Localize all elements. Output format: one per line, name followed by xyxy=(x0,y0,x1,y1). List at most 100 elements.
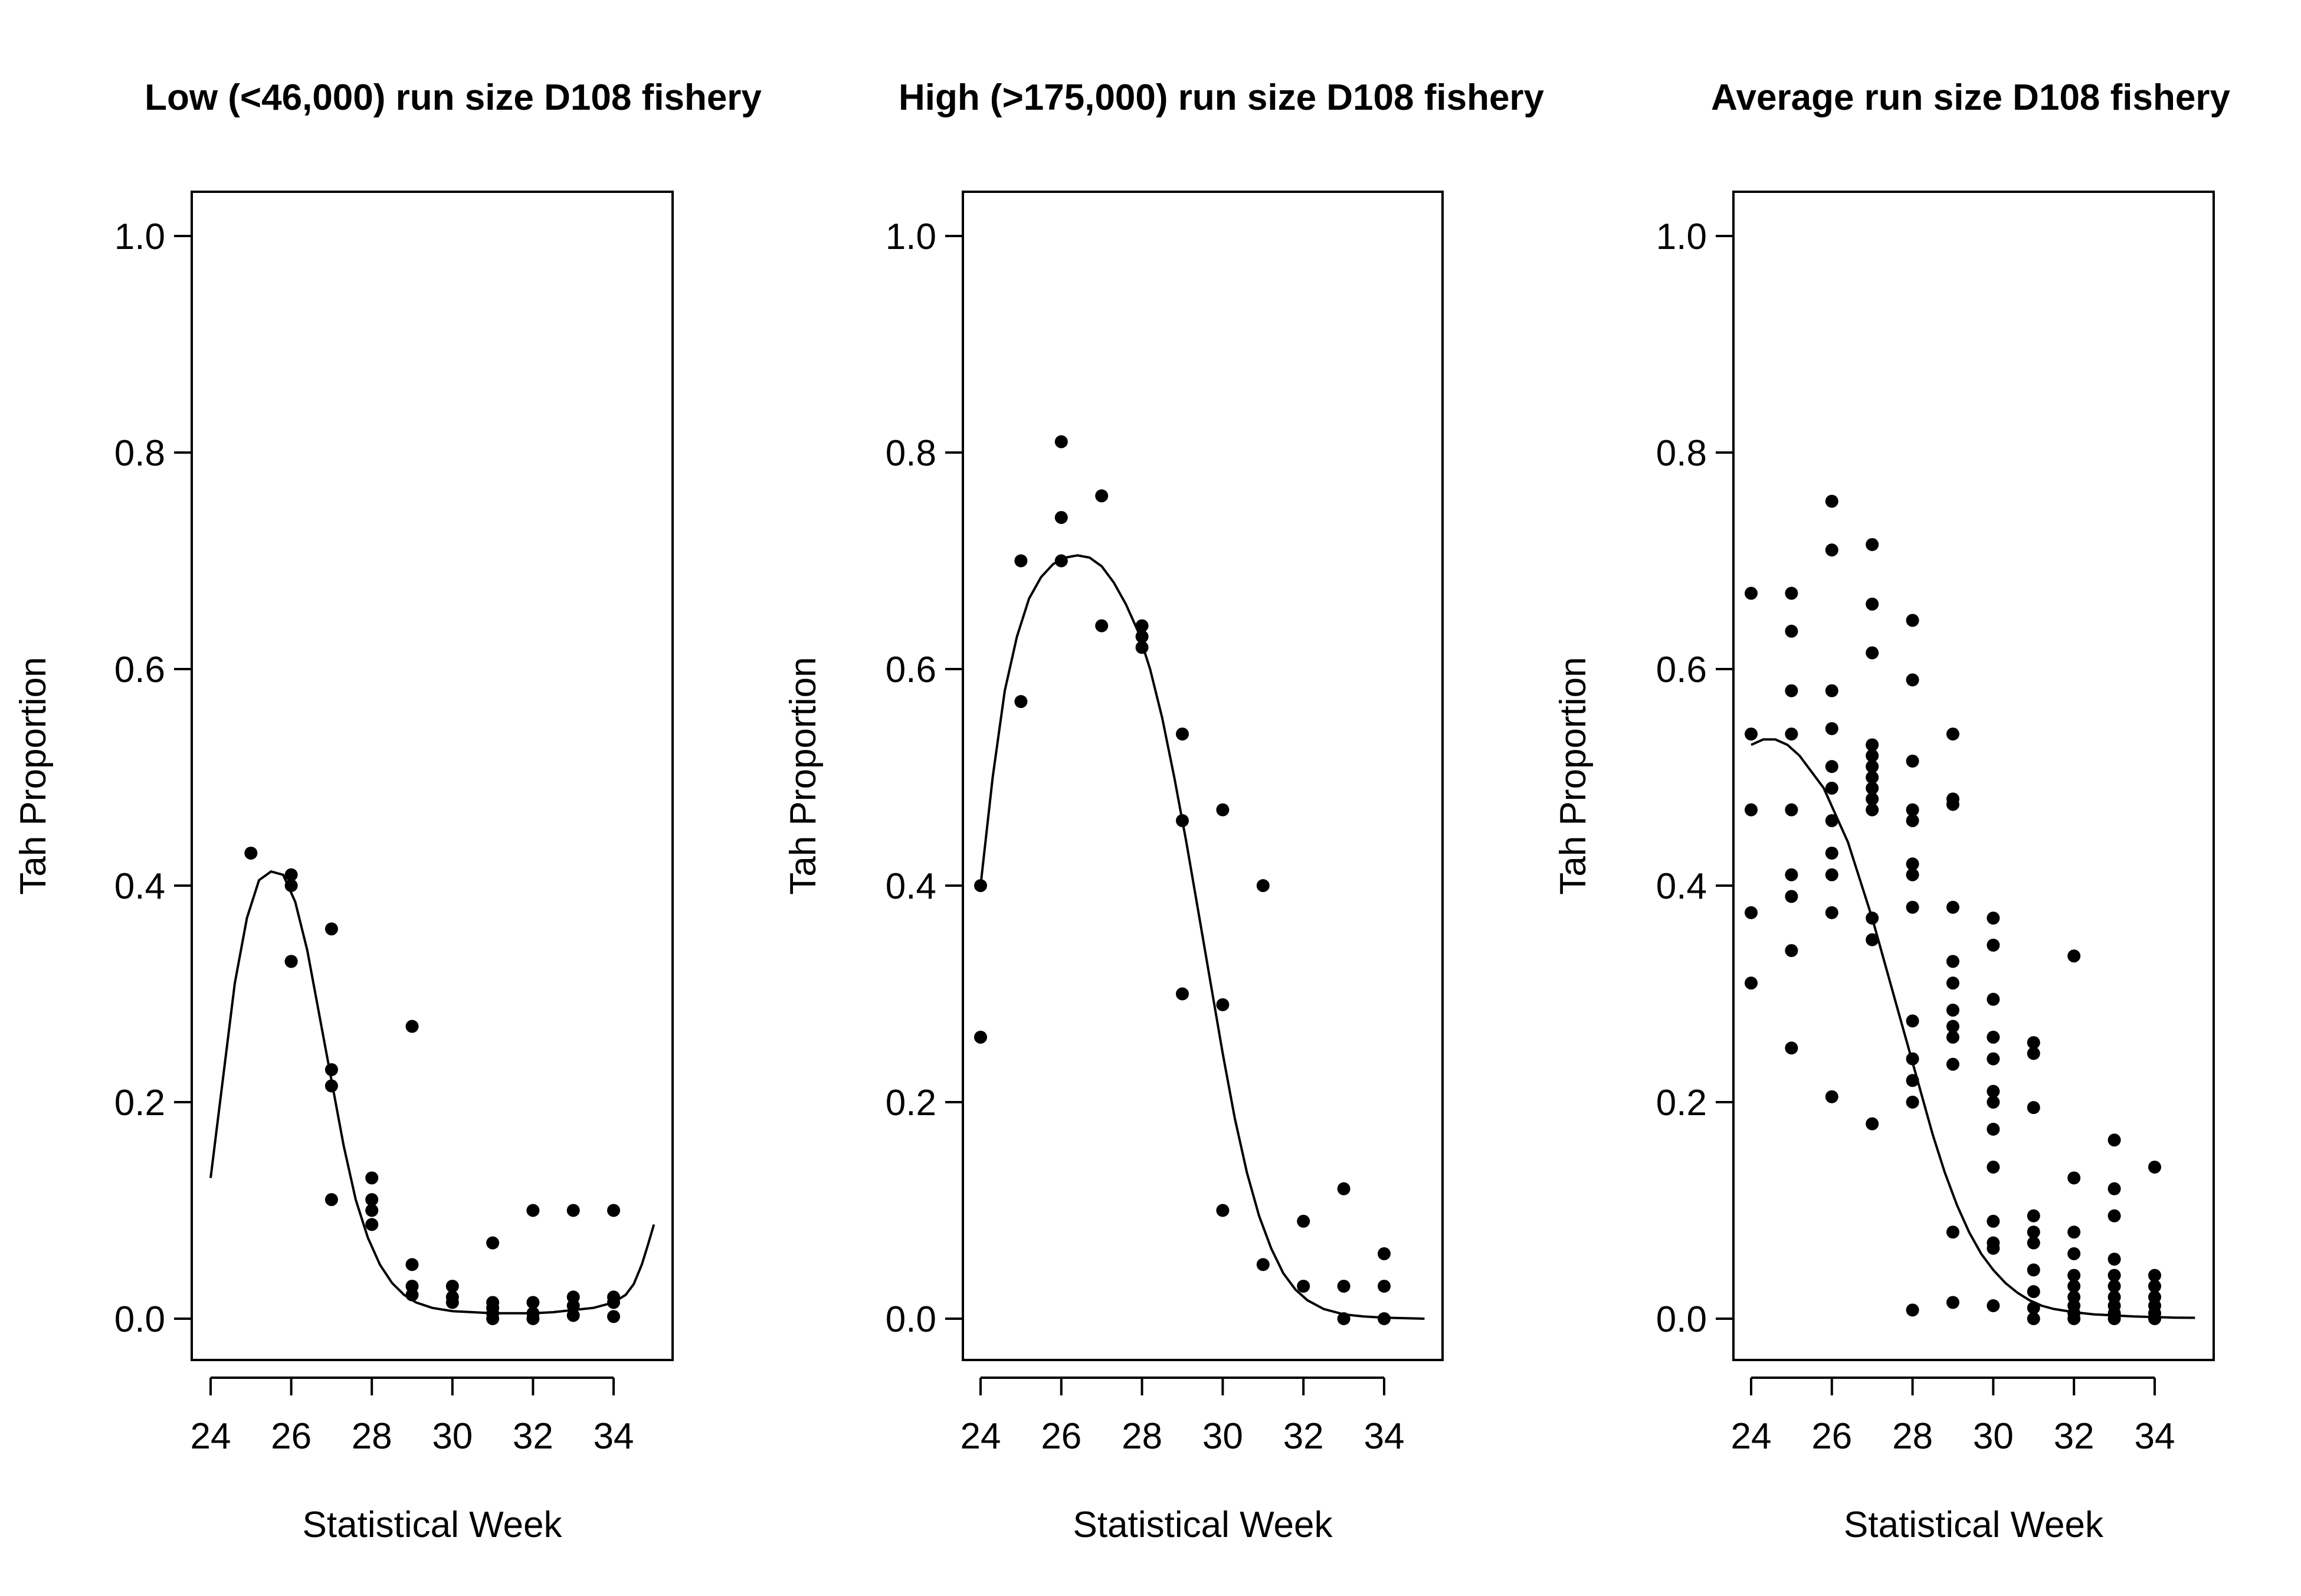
data-point xyxy=(1054,435,1068,448)
data-point xyxy=(1866,749,1879,762)
data-point xyxy=(1297,1279,1310,1293)
data-point xyxy=(1866,760,1879,774)
x-tick-label: 30 xyxy=(1973,1416,2014,1457)
x-tick-label: 28 xyxy=(1892,1416,1933,1457)
data-point xyxy=(1745,906,1758,919)
data-point xyxy=(2027,1263,2040,1277)
data-point xyxy=(1135,630,1149,643)
y-tick-label: 0.0 xyxy=(1656,1299,1707,1340)
data-point xyxy=(405,1020,419,1033)
data-point xyxy=(1866,597,1879,611)
y-tick-label: 0.0 xyxy=(886,1299,936,1340)
data-point xyxy=(1987,1161,2000,1174)
data-point xyxy=(566,1299,580,1312)
data-point xyxy=(2027,1236,2040,1250)
y-tick-label: 0.8 xyxy=(886,433,936,474)
data-point xyxy=(1785,624,1798,638)
data-point xyxy=(2027,1285,2040,1299)
data-point xyxy=(1014,554,1028,568)
data-point xyxy=(1176,814,1189,827)
data-point xyxy=(445,1296,459,1309)
data-point xyxy=(526,1312,540,1325)
data-point xyxy=(365,1204,379,1217)
data-point xyxy=(1135,619,1149,632)
data-point xyxy=(1825,684,1838,697)
data-point xyxy=(2067,1279,2081,1293)
data-point xyxy=(1054,511,1068,525)
data-point xyxy=(284,868,298,881)
y-tick-label: 1.0 xyxy=(1656,217,1707,257)
data-point xyxy=(1825,494,1838,508)
data-point xyxy=(2148,1161,2161,1174)
data-point xyxy=(566,1309,580,1322)
data-point xyxy=(1825,722,1838,735)
data-point xyxy=(1825,868,1838,881)
y-tick-label: 0.4 xyxy=(114,866,165,907)
data-point xyxy=(324,1079,338,1093)
data-point xyxy=(1987,1241,2000,1255)
y-tick-label: 0.4 xyxy=(1656,866,1707,907)
data-point xyxy=(1906,857,1919,871)
x-tick-label: 24 xyxy=(961,1416,1001,1457)
y-tick-label: 0.8 xyxy=(1656,433,1707,474)
data-point xyxy=(284,955,298,968)
data-point xyxy=(1378,1312,1391,1325)
data-point xyxy=(1906,1052,1919,1066)
y-tick-label: 0.2 xyxy=(1656,1083,1707,1123)
data-point xyxy=(2107,1209,2121,1223)
data-point xyxy=(405,1258,419,1271)
data-point xyxy=(1825,543,1838,557)
data-point xyxy=(607,1310,620,1323)
data-point xyxy=(1946,1004,1959,1017)
panel-1: Low (<46,000) run size D108 fishery 0.0 0.… xyxy=(13,77,762,1545)
data-point xyxy=(1054,554,1068,568)
y-tick-label: 0.2 xyxy=(114,1083,165,1123)
data-point xyxy=(1866,933,1879,946)
data-point xyxy=(2027,1312,2040,1325)
data-point xyxy=(445,1279,459,1293)
data-point xyxy=(1785,586,1798,600)
data-point xyxy=(365,1193,379,1207)
data-point xyxy=(1946,1296,1959,1309)
y-tick-label: 0.4 xyxy=(886,866,936,907)
x-tick-label: 30 xyxy=(432,1416,473,1457)
data-point xyxy=(1785,684,1798,697)
data-point xyxy=(1866,646,1879,660)
data-point xyxy=(1906,900,1919,914)
data-point xyxy=(1825,906,1838,919)
data-point xyxy=(1825,814,1838,827)
data-point xyxy=(244,846,258,860)
data-point xyxy=(1745,803,1758,817)
data-point xyxy=(1906,754,1919,768)
data-point xyxy=(1946,900,1959,914)
data-point xyxy=(1785,944,1798,958)
data-point xyxy=(1987,938,2000,952)
data-point xyxy=(1987,1122,2000,1136)
data-point xyxy=(1785,890,1798,903)
data-point xyxy=(1987,1299,2000,1312)
data-point xyxy=(974,1030,987,1044)
data-point xyxy=(1987,1096,2000,1109)
y-tick-label: 1.0 xyxy=(114,217,165,257)
chart-title: High (>175,000) run size D108 fishery xyxy=(899,77,1545,118)
y-tick-label: 0.6 xyxy=(886,650,936,690)
data-point xyxy=(365,1218,379,1231)
data-point xyxy=(1825,781,1838,795)
data-point xyxy=(1906,1096,1919,1109)
data-point xyxy=(486,1312,500,1325)
y-tick-label: 0.2 xyxy=(886,1083,936,1123)
x-tick-label: 26 xyxy=(1041,1416,1081,1457)
data-point xyxy=(1866,912,1879,925)
data-point xyxy=(1987,1084,2000,1098)
data-point xyxy=(2067,1247,2081,1260)
data-point xyxy=(2107,1269,2121,1282)
data-point xyxy=(1095,619,1109,632)
x-tick-label: 32 xyxy=(1283,1416,1324,1457)
x-axis-label: Statistical Week xyxy=(1073,1505,1333,1545)
data-point xyxy=(1946,1225,1959,1239)
data-point xyxy=(1014,695,1028,709)
data-point xyxy=(1906,1074,1919,1087)
x-tick-label: 34 xyxy=(2135,1416,2175,1457)
